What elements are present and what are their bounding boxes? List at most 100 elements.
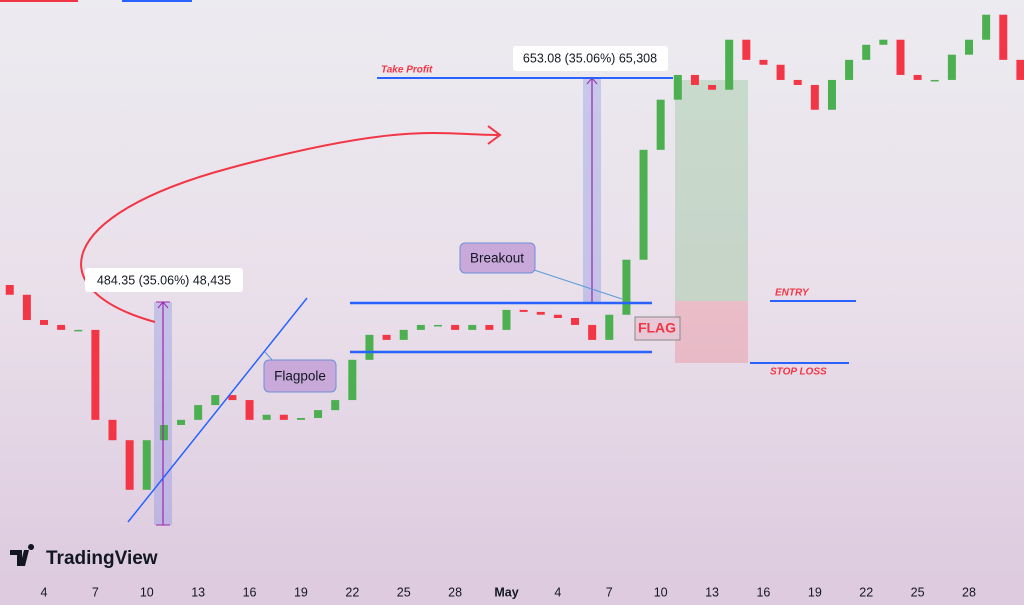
candle (553, 314, 562, 318)
flag-box (634, 316, 681, 341)
callout-box (459, 242, 536, 274)
x-tick-label: 4 (554, 585, 561, 599)
candle (708, 84, 717, 90)
candle (656, 99, 665, 150)
candle (382, 334, 391, 340)
candle (433, 324, 442, 327)
candle (725, 39, 734, 90)
x-tick-label: May (494, 585, 518, 599)
candle (930, 79, 939, 82)
time-axis (0, 578, 1024, 605)
candle (502, 309, 511, 330)
measure-label: 653.08 (35.06%) 65,308 (523, 51, 657, 65)
candle (999, 14, 1008, 60)
candles (5, 14, 1024, 490)
candle (416, 324, 425, 330)
stop-loss-label: STOP LOSS (770, 367, 827, 378)
callout-box (263, 359, 337, 393)
x-tick-label: 7 (606, 585, 613, 599)
candle (793, 79, 802, 85)
candle (862, 44, 871, 60)
candle (331, 400, 340, 411)
candle (39, 320, 48, 325)
annotations: Take Profit ENTRY STOP LOSS 484.35 (35.0… (80, 46, 856, 526)
measure-label: 484.35 (35.06%) 48,435 (97, 273, 231, 287)
x-tick-label: 16 (756, 585, 770, 599)
candle (314, 410, 323, 418)
candle (228, 395, 237, 401)
x-tick-label: 10 (654, 585, 668, 599)
x-tick-label: 16 (243, 585, 257, 599)
candle (142, 440, 151, 490)
breakout-label: Breakout (470, 251, 524, 266)
x-tick-label: 28 (448, 585, 462, 599)
candle (177, 419, 186, 426)
candle (742, 39, 751, 60)
candle (399, 329, 408, 340)
arrow-head (487, 125, 502, 145)
candle (913, 74, 922, 80)
candle (879, 39, 888, 45)
candle (451, 324, 460, 330)
candle (22, 294, 31, 321)
x-tick-label: 13 (191, 585, 205, 599)
entry-label: ENTRY (775, 288, 810, 299)
candle (74, 329, 83, 332)
candle (673, 74, 682, 100)
candle (296, 417, 305, 420)
x-tick-label: 22 (345, 585, 359, 599)
candle (536, 311, 545, 315)
candle (468, 324, 477, 330)
candle (571, 317, 580, 325)
toolbar-stub (122, 0, 192, 2)
candle (690, 74, 699, 85)
candle (194, 405, 203, 420)
take-profit-label: Take Profit (381, 65, 433, 76)
candle (125, 440, 134, 490)
candle (5, 284, 14, 295)
candle (622, 259, 631, 315)
candle (279, 414, 288, 420)
candle (1016, 59, 1024, 80)
candle (211, 395, 220, 406)
candle (519, 309, 528, 312)
x-tick-label: 22 (859, 585, 873, 599)
x-tick-label: 13 (705, 585, 719, 599)
candle (639, 149, 648, 260)
candle (588, 324, 597, 340)
candle (982, 14, 991, 40)
measure-box (85, 268, 243, 292)
x-tick-label: 19 (808, 585, 822, 599)
callout-pointer (527, 267, 623, 300)
x-axis-labels: 4 7 10 13 16 19 22 25 28 May 4 7 10 13 16 19 22 25 28 (41, 585, 976, 599)
candle (759, 59, 768, 65)
x-tick-label: 10 (140, 585, 154, 599)
candle (485, 324, 494, 330)
measure-box (513, 46, 668, 71)
candle (605, 314, 614, 340)
logo-text: TradingView (46, 548, 158, 569)
candle (896, 39, 905, 75)
candle (776, 64, 785, 80)
candle (159, 425, 168, 441)
candle (365, 334, 374, 360)
candle (810, 84, 819, 110)
x-tick-label: 25 (911, 585, 925, 599)
logo-icon (10, 544, 35, 566)
x-tick-label: 19 (294, 585, 308, 599)
candle (965, 39, 974, 55)
loss-zone (675, 301, 748, 363)
candle (245, 400, 254, 420)
candle (348, 359, 357, 401)
profit-zone (675, 80, 748, 301)
watermark: TradingView (10, 544, 158, 569)
candle (108, 419, 117, 441)
x-tick-label: 25 (397, 585, 411, 599)
flagpole-label: Flagpole (274, 369, 326, 384)
candle (262, 414, 271, 420)
x-tick-label: 7 (92, 585, 99, 599)
candle (845, 59, 854, 80)
x-tick-label: 4 (41, 585, 48, 599)
candle (57, 324, 66, 330)
